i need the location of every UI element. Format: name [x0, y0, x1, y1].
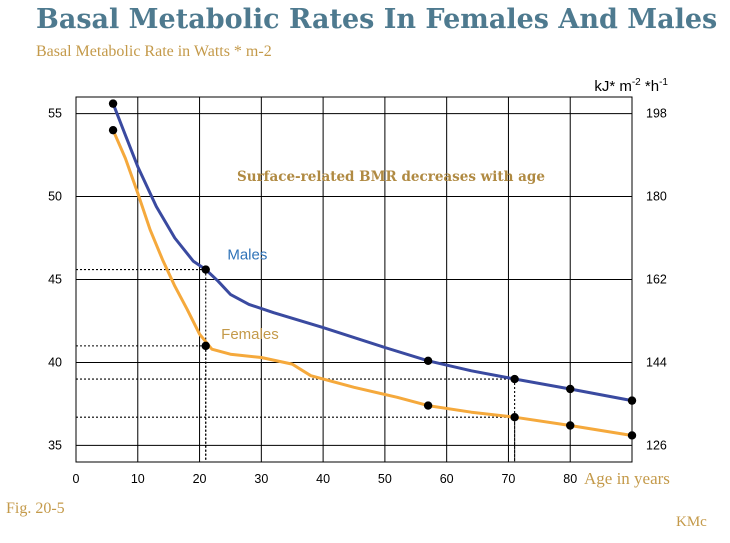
x-tick-label-60: 60: [440, 472, 454, 486]
series: Males Females: [108, 99, 637, 440]
females-line: [111, 128, 634, 437]
page-title: Basal Metabolic Rates In Females And Mal…: [36, 4, 718, 35]
y2-tick-label-198: 198: [646, 107, 667, 121]
females-point-2: [423, 401, 433, 410]
x-tick-label-80: 80: [563, 472, 577, 486]
y-tick-label-35: 35: [48, 438, 62, 452]
x-tick-label-50: 50: [378, 472, 392, 486]
y-tick-label-50: 50: [48, 190, 62, 204]
right-axis-label: kJ* m-2 *h-1: [594, 77, 668, 95]
ticks: 0 10 20 30 40 50 60 70 80 35 40 45 50 55 126 144 162 180 1…: [48, 107, 667, 486]
grid: [76, 97, 632, 462]
x-tick-label-30: 30: [254, 472, 268, 486]
y-tick-label-45: 45: [48, 273, 62, 287]
males-point-0: [108, 99, 118, 108]
credit-label: KMc: [676, 514, 707, 530]
right-axis-label-base1: kJ* m: [594, 78, 632, 95]
x-tick-label-10: 10: [131, 472, 145, 486]
x-axis-label: Age in years: [584, 469, 670, 488]
females-point-5: [627, 431, 637, 440]
chart-subtitle: Basal Metabolic Rate in Watts * m-2: [36, 43, 272, 60]
right-axis-label-sup2: -1: [659, 77, 668, 88]
plot-frame: [75, 96, 633, 463]
females-point-3: [510, 413, 519, 422]
females-point-4: [566, 421, 575, 430]
males-point-2: [423, 356, 433, 365]
y2-tick-label-144: 144: [646, 355, 667, 369]
right-axis-label-sup1: -2: [632, 77, 641, 88]
y2-tick-label-126: 126: [646, 438, 667, 452]
y2-tick-label-162: 162: [646, 273, 667, 287]
females-point-1: [201, 341, 210, 351]
males-point-1: [201, 265, 210, 274]
x-tick-label-20: 20: [193, 472, 207, 486]
y-tick-label-55: 55: [48, 107, 62, 121]
x-tick-label-0: 0: [73, 472, 80, 486]
males-line: [111, 102, 634, 403]
males-series-label: Males: [227, 247, 267, 264]
x-tick-label-40: 40: [316, 472, 330, 486]
y2-tick-label-180: 180: [646, 190, 667, 204]
figure-label: Fig. 20-5: [6, 500, 65, 517]
females-series-label: Females: [221, 326, 279, 343]
x-tick-label-70: 70: [501, 472, 515, 486]
chart-annotation: Surface-related BMR decreases with age: [237, 169, 545, 185]
males-point-4: [566, 384, 575, 394]
males-point-5: [627, 396, 637, 405]
y-tick-label-40: 40: [48, 355, 62, 369]
males-point-3: [510, 374, 519, 384]
reference-lines: [76, 268, 516, 462]
females-point-0: [108, 125, 118, 135]
right-axis-label-base2: *h: [641, 78, 659, 95]
